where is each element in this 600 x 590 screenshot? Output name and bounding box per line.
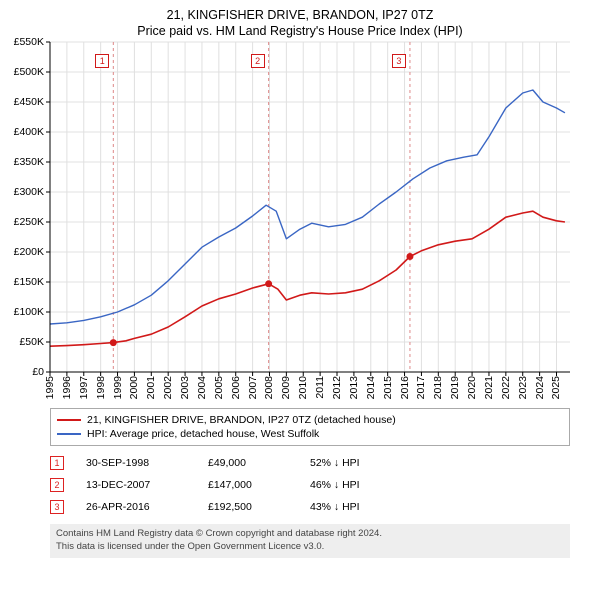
y-tick-label: £0 [32,366,44,378]
event-delta: 46% ↓ HPI [310,479,410,491]
event-marker: 2 [50,478,64,492]
event-price: £49,000 [208,457,288,469]
x-tick-label: 2016 [399,376,411,399]
y-tick-label: £50K [19,336,44,348]
event-date: 30-SEP-1998 [86,457,186,469]
x-tick-label: 2019 [449,376,461,399]
x-tick-label: 2018 [432,376,444,399]
title-address: 21, KINGFISHER DRIVE, BRANDON, IP27 0TZ [8,8,592,22]
y-tick-label: £450K [14,96,44,108]
x-tick-label: 2001 [145,376,157,399]
legend-item: 21, KINGFISHER DRIVE, BRANDON, IP27 0TZ … [57,413,563,427]
x-tick-label: 2024 [534,376,546,399]
chart-area: £0£50K£100K£150K£200K£250K£300K£350K£400… [50,42,570,372]
legend-label: 21, KINGFISHER DRIVE, BRANDON, IP27 0TZ … [87,414,396,426]
line-chart [50,42,570,372]
x-tick-label: 2004 [196,376,208,399]
legend-swatch [57,433,81,435]
event-delta: 43% ↓ HPI [310,501,410,513]
legend-swatch [57,419,81,421]
x-tick-label: 2017 [415,376,427,399]
x-tick-label: 2015 [382,376,394,399]
legend-item: HPI: Average price, detached house, West… [57,427,563,441]
y-tick-label: £400K [14,126,44,138]
x-tick-label: 2021 [483,376,495,399]
x-tick-label: 2022 [500,376,512,399]
x-tick-label: 2014 [365,376,377,399]
title-subtitle: Price paid vs. HM Land Registry's House … [8,24,592,38]
event-date: 26-APR-2016 [86,501,186,513]
x-tick-label: 2008 [263,376,275,399]
footer-line1: Contains HM Land Registry data © Crown c… [56,528,564,541]
x-tick-label: 1999 [112,376,124,399]
x-tick-label: 2013 [348,376,360,399]
titles: 21, KINGFISHER DRIVE, BRANDON, IP27 0TZ … [8,8,592,38]
y-tick-label: £300K [14,186,44,198]
x-tick-label: 2023 [517,376,529,399]
event-delta: 52% ↓ HPI [310,457,410,469]
y-tick-label: £550K [14,36,44,48]
x-tick-label: 2007 [247,376,259,399]
x-tick-label: 2011 [314,376,326,399]
x-tick-label: 1998 [95,376,107,399]
event-marker: 1 [50,456,64,470]
legend: 21, KINGFISHER DRIVE, BRANDON, IP27 0TZ … [50,408,570,446]
x-tick-label: 2003 [179,376,191,399]
x-tick-label: 2002 [162,376,174,399]
x-tick-label: 2009 [280,376,292,399]
x-tick-label: 2020 [466,376,478,399]
legend-label: HPI: Average price, detached house, West… [87,428,319,440]
x-tick-label: 1997 [78,376,90,399]
sale-marker-label: 1 [95,54,109,68]
y-tick-label: £100K [14,306,44,318]
x-tick-label: 2010 [297,376,309,399]
x-tick-label: 2006 [230,376,242,399]
x-tick-label: 2005 [213,376,225,399]
event-price: £147,000 [208,479,288,491]
event-row: 3 26-APR-2016 £192,500 43% ↓ HPI [50,496,570,518]
event-date: 13-DEC-2007 [86,479,186,491]
chart-container: 21, KINGFISHER DRIVE, BRANDON, IP27 0TZ … [0,0,600,562]
event-marker: 3 [50,500,64,514]
y-tick-label: £250K [14,216,44,228]
event-row: 1 30-SEP-1998 £49,000 52% ↓ HPI [50,452,570,474]
y-tick-label: £350K [14,156,44,168]
sale-marker-label: 3 [392,54,406,68]
x-tick-label: 2025 [550,376,562,399]
event-row: 2 13-DEC-2007 £147,000 46% ↓ HPI [50,474,570,496]
x-tick-label: 1996 [61,376,73,399]
footer-line2: This data is licensed under the Open Gov… [56,541,564,554]
y-tick-label: £500K [14,66,44,78]
x-tick-label: 1995 [44,376,56,399]
event-price: £192,500 [208,501,288,513]
footer-attribution: Contains HM Land Registry data © Crown c… [50,524,570,558]
x-tick-label: 2000 [128,376,140,399]
y-tick-label: £200K [14,246,44,258]
y-tick-label: £150K [14,276,44,288]
x-tick-label: 2012 [331,376,343,399]
sale-events-table: 1 30-SEP-1998 £49,000 52% ↓ HPI 2 13-DEC-2007… [50,452,570,518]
sale-marker-label: 2 [251,54,265,68]
